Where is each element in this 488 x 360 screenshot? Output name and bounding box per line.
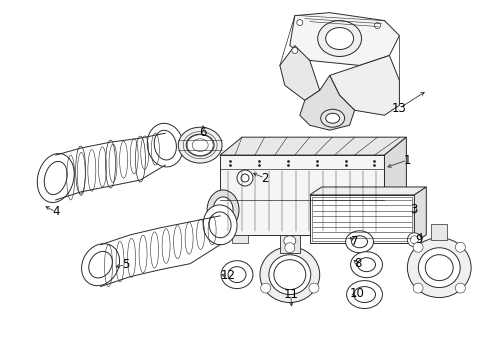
Bar [356,235,372,243]
Polygon shape [413,187,426,243]
Ellipse shape [237,170,252,186]
Ellipse shape [291,48,297,54]
Text: 8: 8 [353,257,361,270]
Bar [311,197,411,241]
Ellipse shape [285,243,294,253]
Ellipse shape [409,236,417,244]
Ellipse shape [454,283,465,293]
Ellipse shape [44,161,67,195]
Ellipse shape [147,123,183,167]
Polygon shape [309,187,426,195]
Polygon shape [299,75,354,130]
Bar [430,224,447,240]
Polygon shape [289,13,399,66]
Ellipse shape [417,248,459,288]
Ellipse shape [260,283,270,293]
Ellipse shape [412,242,422,252]
Ellipse shape [186,134,214,156]
Ellipse shape [353,287,375,302]
Text: 7: 7 [350,235,358,248]
Ellipse shape [81,244,120,286]
Text: 11: 11 [283,288,298,301]
Ellipse shape [207,190,239,230]
Polygon shape [384,137,406,235]
Text: 4: 4 [52,205,60,219]
Ellipse shape [154,130,176,160]
Ellipse shape [351,236,367,248]
Text: 12: 12 [220,269,235,282]
Ellipse shape [89,251,112,278]
Ellipse shape [412,283,422,293]
Ellipse shape [241,174,248,182]
Ellipse shape [308,283,318,293]
Ellipse shape [273,260,305,289]
Ellipse shape [346,280,382,309]
Polygon shape [220,137,406,155]
Text: 2: 2 [261,171,268,185]
Bar [309,195,413,243]
Ellipse shape [260,247,319,302]
Polygon shape [329,55,399,115]
Ellipse shape [325,28,353,50]
Text: 1: 1 [403,154,410,167]
Text: 3: 3 [410,203,417,216]
Ellipse shape [209,212,231,238]
Bar [220,155,384,235]
Ellipse shape [221,261,252,289]
Ellipse shape [317,21,361,57]
Ellipse shape [283,236,295,246]
Text: 10: 10 [349,287,364,300]
Bar [279,235,299,253]
Ellipse shape [454,242,465,252]
Ellipse shape [425,255,452,280]
Text: 5: 5 [122,258,129,271]
Ellipse shape [320,109,344,127]
Text: 9: 9 [415,233,422,246]
Ellipse shape [178,127,222,163]
Ellipse shape [350,252,382,278]
Ellipse shape [296,20,302,26]
Ellipse shape [407,233,421,247]
Ellipse shape [345,231,373,253]
Ellipse shape [407,238,470,298]
Text: 13: 13 [391,102,406,115]
Ellipse shape [227,267,245,283]
Ellipse shape [325,113,339,123]
Ellipse shape [372,197,392,223]
Ellipse shape [37,153,74,203]
Ellipse shape [268,255,310,294]
Ellipse shape [213,197,233,223]
Ellipse shape [374,23,380,28]
Ellipse shape [366,190,398,230]
Polygon shape [279,45,319,100]
Ellipse shape [203,205,237,245]
Bar [232,235,247,243]
Text: 6: 6 [199,126,206,139]
Ellipse shape [357,258,375,272]
